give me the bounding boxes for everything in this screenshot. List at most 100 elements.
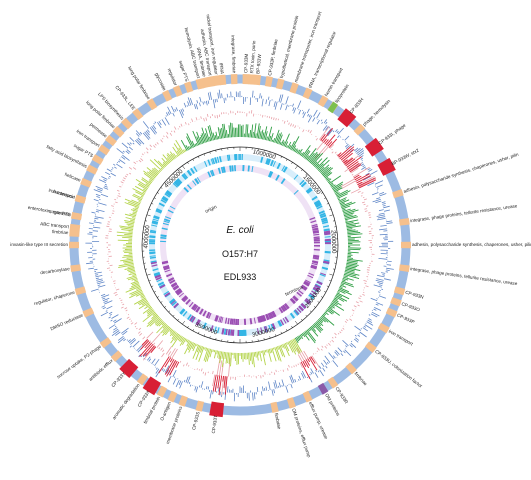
gene-mark-cyan — [314, 200, 321, 206]
scale-minor-tick — [168, 310, 171, 313]
gc-skew-inner-bar — [149, 316, 161, 327]
gc-skew-inner-bar — [135, 191, 145, 197]
gc-skew-inner-bar — [147, 310, 155, 317]
scale-minor-tick — [320, 192, 323, 194]
gc-skew-spike — [338, 145, 352, 158]
gene-mark-cyan-inner — [183, 187, 189, 193]
island-block — [142, 376, 162, 396]
gc-skew-inner-bar — [343, 273, 360, 280]
gc-skew-inner-bar — [160, 324, 169, 334]
gc-skew-inner-bar — [320, 315, 329, 323]
gc-skew-inner-bar — [264, 131, 268, 141]
gc-skew-inner-bar — [162, 323, 168, 329]
island-block — [275, 78, 285, 90]
gc-skew-inner-bar — [327, 178, 332, 182]
gc-skew-inner-bar — [118, 262, 134, 267]
gc-skew-inner-bar — [257, 126, 261, 139]
gc-skew-inner-bar — [204, 348, 210, 363]
gc-skew-inner-bar — [268, 348, 271, 354]
gene-mark-cyan — [163, 290, 170, 296]
gc-skew-inner-bar — [146, 308, 153, 313]
gc-skew-inner-bar — [119, 225, 134, 229]
island-block — [317, 95, 329, 108]
gc-skew-inner-bar — [196, 344, 198, 347]
gc-skew-spike — [328, 138, 338, 148]
gc-skew-inner-bar — [158, 169, 161, 173]
gc-skew-inner-bar — [319, 164, 330, 174]
gc-skew-inner-bar — [132, 188, 145, 196]
gc-skew-inner-bar — [317, 318, 323, 324]
gene-mark-purple-inner — [193, 305, 199, 312]
gene-mark-cyan — [270, 159, 274, 167]
gc-skew-inner-bar — [130, 280, 139, 285]
scale-minor-tick — [154, 197, 156, 199]
gc-skew-inner-bar — [154, 317, 162, 324]
gc-skew-inner-bar — [157, 160, 165, 168]
gene-mark-cyan — [165, 190, 172, 197]
gene-mark-purple-inner — [178, 292, 184, 298]
gc-skew-inner-bar — [312, 161, 318, 167]
gc-skew-inner-bar — [331, 301, 338, 306]
feature-label: tRNA — [219, 63, 225, 75]
scale-minor-tick — [164, 306, 167, 308]
gene-mark-purple — [189, 315, 194, 322]
gc-skew-inner-bar — [340, 201, 353, 207]
gc-skew-inner-bar — [130, 209, 138, 213]
gc-skew-inner-bar — [347, 257, 354, 259]
gc-skew-inner-bar — [272, 347, 275, 350]
scale-minor-tick — [187, 325, 189, 328]
scale-minor-tick — [177, 169, 179, 172]
island-block — [105, 134, 117, 147]
scale-minor-tick — [168, 177, 171, 180]
gc-skew-inner-bar — [152, 312, 157, 316]
gc-skew-inner-bar — [337, 289, 346, 294]
island-block — [132, 108, 144, 121]
gc-skew-spike — [325, 134, 336, 146]
gc-skew-inner-bar — [131, 277, 138, 281]
gene-mark-purple — [164, 292, 171, 298]
island-block — [398, 217, 410, 226]
island-block — [317, 382, 329, 395]
island-block — [286, 397, 296, 409]
gc-skew-inner-bar — [127, 268, 135, 271]
scale-minor-tick — [151, 203, 154, 205]
gc-skew-inner-bar — [129, 291, 143, 299]
gene-mark-purple-inner — [169, 279, 176, 284]
feature-label: CP-933T — [211, 415, 219, 434]
gc-skew-spike — [223, 376, 226, 388]
gc-skew-inner-bar — [321, 314, 335, 326]
gc-skew-inner-bar — [296, 336, 300, 342]
island-block — [209, 401, 225, 418]
feature-label: integrase, phage proteins, tellurite res… — [410, 266, 518, 286]
gc-skew-inner-bar — [312, 323, 322, 333]
gene-mark-cyan — [155, 209, 162, 214]
gc-skew-inner-bar — [200, 134, 205, 144]
gc-skew-inner-bar — [291, 339, 300, 355]
gc-skew-inner-bar — [141, 296, 146, 299]
gene-mark-purple — [284, 316, 290, 323]
gc-skew-spike — [358, 179, 377, 189]
gc-skew-inner-bar — [343, 212, 355, 217]
island-block — [212, 75, 221, 87]
gene-mark-cyan — [282, 166, 288, 173]
gc-skew-inner-bar — [140, 293, 145, 297]
gc-skew-inner-bar — [347, 236, 362, 239]
gc-skew-inner-bar — [144, 304, 151, 310]
gc-skew-inner-bar — [205, 128, 210, 142]
gc-skew-inner-bar — [339, 199, 350, 205]
gc-skew-spike — [222, 375, 224, 382]
gc-skew-inner-bar — [346, 224, 356, 228]
feature-label: tRNA, fimbriae — [196, 47, 207, 78]
gc-skew-spike — [142, 344, 154, 357]
gc-skew-spike — [342, 152, 353, 162]
gc-skew-inner-bar — [332, 183, 343, 191]
gc-skew-spike — [150, 346, 157, 353]
scale-minor-tick — [177, 318, 179, 321]
gene-mark-cyan-inner — [194, 178, 199, 185]
gc-skew-spike — [175, 361, 180, 368]
gc-skew-inner-bar — [304, 331, 308, 336]
scale-minor-tick — [305, 173, 308, 176]
track-rings — [68, 74, 412, 418]
gc-skew-spike — [304, 360, 310, 369]
gc-skew-inner-bar — [342, 208, 351, 213]
